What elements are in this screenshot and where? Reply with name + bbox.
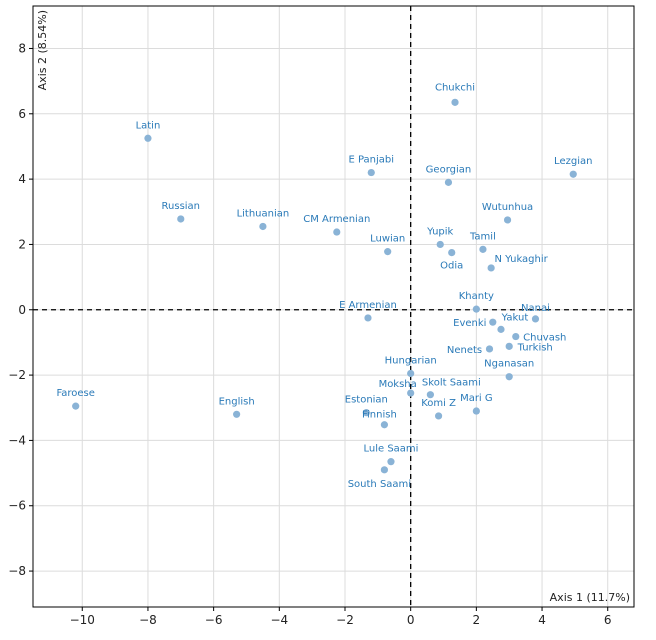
y-axis-title: Axis 2 (8.54%): [36, 10, 49, 90]
data-point: [451, 98, 459, 106]
point-label: N Yukaghir: [494, 254, 548, 265]
y-tick-label: 4: [18, 172, 26, 186]
data-point: [531, 315, 540, 323]
point-label: Estonian: [345, 395, 388, 406]
data-point: [367, 168, 375, 177]
point-label: Finnish: [362, 410, 397, 421]
data-point: [380, 466, 389, 474]
data-point: [362, 409, 370, 417]
reference-lines: [33, 6, 634, 607]
data-point: [434, 412, 443, 420]
y-tick-label: −6: [8, 499, 26, 513]
data-point: [497, 325, 505, 333]
point-label: Evenki: [453, 318, 486, 329]
point-label: Yakut: [501, 312, 529, 323]
x-tick-label: −2: [336, 613, 354, 627]
point-label: Wutunhua: [482, 202, 533, 213]
point-label: Russian: [162, 201, 201, 212]
point-label: Tamil: [469, 231, 496, 242]
point-label: Georgian: [426, 164, 472, 175]
data-point: [387, 458, 395, 466]
y-tick-label: 2: [18, 237, 26, 251]
data-point: [333, 228, 341, 236]
data-point: [479, 245, 487, 253]
plot-frame: [32, 5, 635, 608]
x-tick-label: −10: [70, 613, 95, 627]
data-point: [426, 391, 434, 399]
data-point: [259, 222, 267, 231]
x-tick-label: 6: [604, 613, 612, 627]
y-tick-label: −2: [8, 368, 26, 382]
x-axis-title: Axis 1 (11.7%): [550, 591, 630, 604]
point-label: Chuvash: [523, 333, 566, 344]
data-point: [380, 421, 389, 429]
x-tick-label: −4: [270, 613, 288, 627]
point-label: Faroese: [56, 388, 95, 399]
point-label: Nganasan: [484, 359, 534, 370]
data-point: [364, 314, 372, 322]
data-point: [177, 215, 185, 223]
data-point: [384, 248, 392, 256]
y-tick-label: 8: [18, 41, 26, 55]
x-tick-label: −6: [205, 613, 223, 627]
point-label: Moksha: [379, 379, 417, 390]
data-point: [144, 134, 152, 142]
x-tick-label: 4: [538, 613, 546, 627]
point-label: English: [219, 396, 255, 407]
y-tick-label: −8: [8, 564, 26, 578]
data-point: [503, 216, 512, 224]
point-label: E Armenian: [339, 300, 397, 311]
data-point: [505, 373, 513, 381]
point-label: Nenets: [447, 345, 482, 356]
data-point: [485, 345, 494, 353]
data-point: [407, 389, 415, 397]
point-label: Nanai: [521, 303, 550, 314]
point-label: South Saami: [348, 479, 411, 490]
point-label: Lule Saami: [363, 444, 418, 455]
point-label: Hungarian: [385, 355, 437, 366]
point-label: Khanty: [459, 291, 494, 302]
y-tick-label: −4: [8, 433, 26, 447]
point-label: Komi Z: [421, 398, 456, 409]
data-point: [72, 402, 80, 410]
data-point: [472, 305, 480, 313]
point-label: Mari G: [460, 393, 493, 404]
point-label: E Panjabi: [348, 155, 394, 166]
data-point: [489, 318, 497, 326]
point-label: Luwian: [370, 234, 405, 245]
point-label: CM Armenian: [303, 214, 370, 225]
data-points: Chukchi Latin E Panjabi Georgian Lezgian Russ…: [56, 82, 592, 489]
data-point: [505, 342, 513, 350]
data-point: [512, 332, 520, 341]
x-tick-label: 0: [407, 613, 415, 627]
point-label: Odia: [440, 261, 463, 272]
data-point: [233, 410, 241, 418]
data-point: [407, 369, 415, 378]
axis-ticks: −10 −8 −6 −4 −2 0 2 4 6 −8 −6 −4 −2 0 2 4 6 8: [8, 41, 611, 627]
y-tick-label: 6: [18, 107, 26, 121]
point-label: Yupik: [426, 226, 453, 237]
x-tick-label: 2: [473, 613, 481, 627]
data-point: [444, 178, 453, 186]
point-label: Lezgian: [554, 156, 592, 167]
point-label: Latin: [136, 120, 161, 131]
y-tick-label: 0: [18, 303, 26, 317]
data-point: [569, 170, 577, 178]
point-label: Turkish: [517, 342, 553, 353]
data-point: [472, 407, 480, 415]
data-point: [448, 249, 456, 257]
data-point: [436, 240, 444, 249]
point-label: Chukchi: [435, 82, 475, 93]
x-tick-label: −8: [139, 613, 157, 627]
data-point: [487, 264, 495, 272]
point-label: Skolt Saami: [422, 378, 481, 389]
point-label: Lithuanian: [237, 208, 290, 219]
